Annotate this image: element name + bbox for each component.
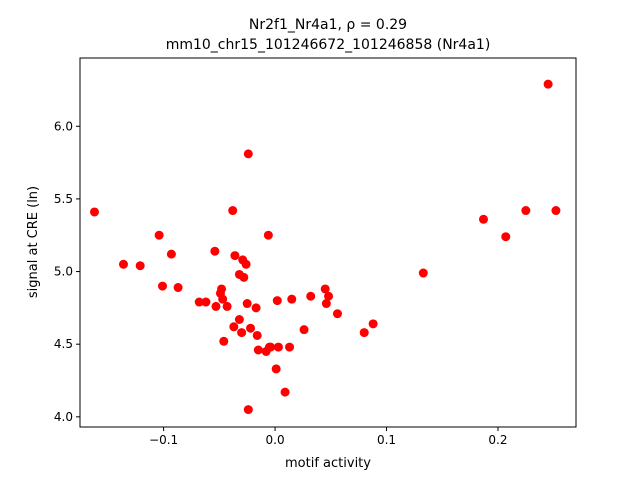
plot-frame bbox=[79, 57, 577, 428]
y-tick-label: 6.0 bbox=[54, 119, 73, 133]
y-tick-label: 5.0 bbox=[54, 265, 73, 279]
data-point bbox=[306, 291, 316, 301]
data-point bbox=[166, 249, 176, 259]
data-point bbox=[321, 299, 331, 309]
data-point bbox=[299, 325, 309, 335]
data-point bbox=[251, 303, 261, 313]
data-point bbox=[543, 79, 553, 89]
chart-title-line-2: mm10_chr15_101246672_101246858 (Nr4a1) bbox=[166, 37, 491, 53]
data-point bbox=[521, 206, 531, 216]
data-point bbox=[230, 251, 240, 261]
x-axis-ticks: −0.1 0.0 0.1 0.2 bbox=[149, 427, 508, 447]
chart-title-line-1: Nr2f1_Nr4a1, ρ = 0.29 bbox=[249, 17, 407, 33]
data-point bbox=[551, 206, 561, 216]
data-point bbox=[135, 261, 145, 271]
data-point bbox=[217, 284, 227, 294]
data-point bbox=[239, 272, 249, 282]
data-point bbox=[211, 301, 221, 311]
data-point bbox=[222, 301, 232, 311]
x-axis-label: motif activity bbox=[285, 456, 371, 471]
data-point bbox=[154, 230, 164, 240]
data-point bbox=[228, 206, 238, 216]
data-point bbox=[89, 207, 99, 217]
data-point bbox=[320, 284, 330, 294]
data-point bbox=[210, 246, 220, 256]
data-point bbox=[280, 387, 290, 397]
y-tick-label: 4.5 bbox=[54, 337, 73, 351]
data-point bbox=[332, 309, 342, 319]
data-point bbox=[201, 297, 211, 307]
data-point bbox=[229, 322, 239, 332]
y-axis-ticks: 4.0 4.5 5.0 5.5 6.0 bbox=[54, 119, 80, 424]
plot-background bbox=[80, 58, 576, 427]
data-point bbox=[157, 281, 167, 291]
x-tick-label: −0.1 bbox=[149, 433, 178, 447]
data-point bbox=[272, 296, 282, 306]
data-point bbox=[324, 291, 334, 301]
data-point bbox=[118, 259, 128, 269]
data-point bbox=[173, 283, 183, 293]
x-tick-label: 0.1 bbox=[377, 433, 396, 447]
data-point bbox=[263, 230, 273, 240]
data-point bbox=[218, 294, 228, 304]
data-point bbox=[242, 299, 252, 309]
data-points bbox=[89, 79, 561, 415]
data-point bbox=[253, 345, 263, 355]
data-point bbox=[243, 405, 253, 415]
y-tick-label: 4.0 bbox=[54, 410, 73, 424]
data-point bbox=[359, 328, 369, 338]
data-point bbox=[368, 319, 378, 329]
data-point bbox=[501, 232, 511, 242]
y-axis-label: signal at CRE (ln) bbox=[26, 186, 41, 298]
data-point bbox=[237, 328, 247, 338]
data-point bbox=[285, 342, 295, 352]
data-point bbox=[266, 342, 276, 352]
x-tick-label: 0.0 bbox=[266, 433, 285, 447]
x-tick-label: 0.2 bbox=[488, 433, 507, 447]
y-tick-label: 5.5 bbox=[54, 192, 73, 206]
data-point bbox=[287, 294, 297, 304]
data-point bbox=[241, 259, 251, 269]
data-point bbox=[219, 336, 229, 346]
data-point bbox=[478, 214, 488, 224]
data-point bbox=[243, 149, 253, 159]
data-point bbox=[271, 364, 281, 374]
data-point bbox=[252, 330, 262, 340]
data-point bbox=[418, 268, 428, 278]
data-point bbox=[194, 297, 204, 307]
data-point bbox=[234, 315, 244, 324]
data-point bbox=[273, 342, 283, 352]
data-point bbox=[246, 323, 256, 333]
